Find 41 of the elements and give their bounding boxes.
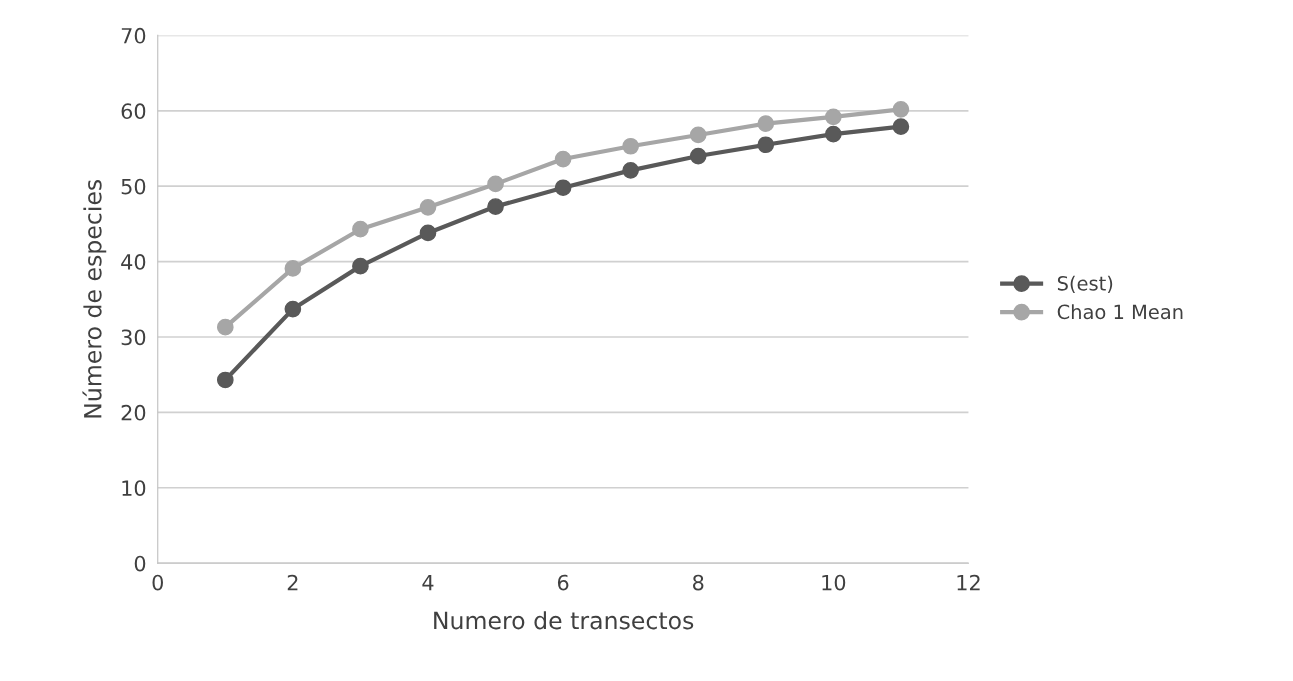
point: [689, 147, 707, 165]
x-axis-title: Numero de transectos: [434, 611, 694, 630]
y-tick-label: 0: [134, 555, 146, 572]
x-tick-label: 4: [422, 574, 434, 591]
point: [284, 300, 302, 318]
point: [554, 179, 572, 197]
point: [216, 318, 234, 336]
point: [892, 100, 910, 118]
point: [487, 175, 504, 193]
point: [352, 257, 369, 275]
y-tick-label: 20: [121, 404, 146, 421]
y-tick-label: 50: [121, 178, 146, 195]
point: [757, 136, 775, 154]
point: [419, 198, 437, 216]
x-tick-label: 8: [693, 574, 704, 591]
point: [554, 150, 572, 168]
point: [284, 260, 302, 277]
point: [825, 125, 842, 143]
y-tick-label: 10: [122, 480, 146, 496]
x-tick-label: 2: [287, 574, 298, 591]
x-tick-label: 0: [152, 574, 163, 591]
y-tick-label: 60: [121, 103, 146, 120]
point: [352, 220, 369, 238]
point: [757, 115, 775, 132]
legend-label: Chao 1 Mean: [1057, 304, 1183, 320]
legend-label: S(est): [1057, 275, 1113, 293]
y-tick-label: 30: [121, 329, 146, 346]
point: [622, 162, 639, 179]
y-tick-label: 40: [121, 254, 146, 270]
y-axis-title: Número de especies: [82, 179, 107, 418]
x-tick-label: 12: [957, 574, 980, 591]
x-tick-label: 6: [557, 574, 569, 591]
point: [419, 224, 437, 242]
y-tick-label: 70: [121, 27, 146, 44]
x-tick-label: 10: [822, 574, 846, 591]
point: [825, 108, 842, 126]
point: [892, 118, 910, 135]
point: [216, 371, 234, 389]
point: [689, 126, 707, 144]
point: [487, 198, 504, 215]
point: [622, 137, 639, 155]
